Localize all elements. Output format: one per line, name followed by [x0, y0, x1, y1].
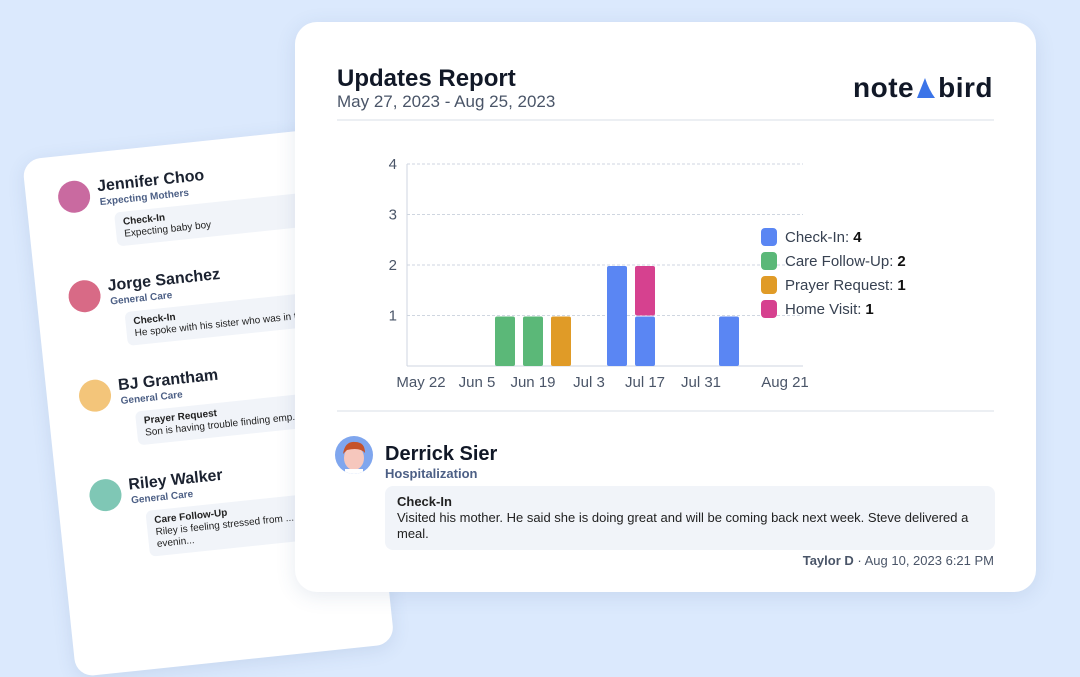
legend-item: Check-In:4 — [761, 225, 906, 249]
legend-swatch — [761, 252, 777, 270]
timestamp: Aug 10, 2023 6:21 PM — [864, 553, 994, 568]
avatar — [87, 477, 124, 513]
bar-care-follow-up[interactable] — [495, 316, 515, 367]
legend-total: 2 — [897, 252, 906, 270]
y-tick-label: 2 — [389, 257, 397, 274]
avatar — [66, 278, 103, 314]
legend-item: Prayer Request:1 — [761, 273, 906, 297]
person-name[interactable]: Derrick Sier — [385, 443, 498, 465]
author: Taylor D — [802, 553, 854, 568]
bar-home-visit[interactable] — [635, 266, 655, 316]
x-tick-label: Jun 19 — [510, 374, 555, 391]
update-note: Check-In Visited his mother. He said she… — [385, 486, 995, 550]
bar-check-in[interactable] — [719, 316, 739, 367]
bar-check-in[interactable] — [635, 316, 655, 367]
date-range: May 27, 2023 - Aug 25, 2023 — [337, 92, 556, 111]
y-tick-label: 1 — [389, 308, 397, 325]
legend-item: Home Visit:1 — [761, 297, 906, 321]
note-type: Check-In — [397, 494, 452, 509]
bar-prayer-request[interactable] — [551, 316, 571, 367]
updates-bar-chart: 1 2 3 4 May 22 Jun 5 Jun 19 Jul 3 Jul 17 Jul 31 Au… — [389, 156, 809, 391]
divider — [337, 410, 994, 412]
avatar — [56, 179, 92, 215]
bar-care-follow-up[interactable] — [523, 316, 543, 367]
x-tick-label: Jun 5 — [459, 374, 496, 391]
update-meta: Taylor D · Aug 10, 2023 6:21 PM — [802, 553, 994, 568]
notebird-logo: note bird — [853, 72, 993, 104]
legend-label: Prayer Request — [785, 276, 890, 294]
note-text: Visited his mother. He said she is doing… — [397, 510, 969, 541]
x-tick-label: Aug 21 — [761, 374, 809, 391]
person-group: Hospitalization — [385, 466, 478, 481]
legend-swatch — [761, 228, 777, 246]
legend-label: Home Visit — [785, 300, 858, 318]
legend-swatch — [761, 300, 777, 318]
page-title: Updates Report — [337, 65, 516, 92]
x-tick-label: Jul 3 — [573, 374, 605, 391]
legend-item: Care Follow-Up:2 — [761, 249, 906, 273]
legend-label: Care Follow-Up — [785, 252, 890, 270]
bar-check-in[interactable] — [607, 266, 627, 366]
legend-total: 1 — [865, 300, 874, 318]
x-tick-label: Jul 17 — [625, 374, 665, 391]
logo-text-left: note — [853, 72, 915, 103]
y-tick-label: 3 — [389, 207, 397, 224]
bird-icon — [917, 78, 936, 98]
legend-label: Check-In — [785, 228, 846, 246]
updates-report-card: Updates Report May 27, 2023 - Aug 25, 20… — [295, 22, 1036, 592]
divider — [337, 119, 994, 121]
avatar — [335, 436, 373, 474]
legend-swatch — [761, 276, 777, 294]
legend-total: 4 — [853, 228, 862, 246]
x-tick-label: Jul 31 — [681, 374, 721, 391]
legend-total: 1 — [897, 276, 906, 294]
chart-legend: Check-In:4 Care Follow-Up:2 Prayer Request… — [761, 225, 906, 321]
avatar — [77, 378, 113, 414]
logo-text-right: bird — [938, 72, 993, 103]
y-tick-label: 4 — [389, 156, 397, 173]
x-tick-label: May 22 — [396, 374, 445, 391]
